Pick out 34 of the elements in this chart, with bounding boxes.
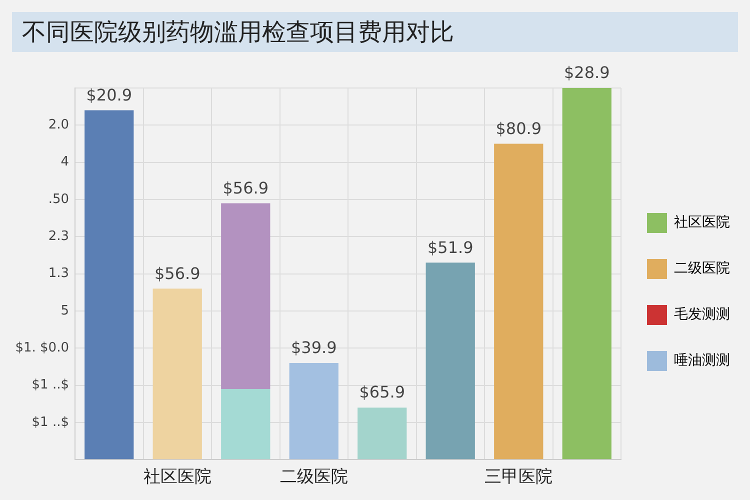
annotation: $39.9 xyxy=(290,338,337,358)
text: 1.3 xyxy=(48,266,69,282)
text: $1 ..$ xyxy=(32,378,69,393)
annotation: $80.9 xyxy=(496,118,542,138)
legend-label: 毛发测测 xyxy=(674,306,730,323)
bar xyxy=(562,88,612,460)
legend-label: 唾油测测 xyxy=(674,352,730,369)
annotation: $56.9 xyxy=(222,178,269,198)
annotation: $28.9 xyxy=(564,63,610,82)
bar xyxy=(358,408,407,460)
bar xyxy=(84,110,134,460)
chart-title: 不同医院级别药物滥用检查项目费用对比 xyxy=(12,12,738,52)
x-tick-label: 社区医院 xyxy=(143,467,212,488)
annotation: $56.9 xyxy=(154,264,200,283)
bar xyxy=(152,288,202,460)
bar xyxy=(494,144,544,460)
annotation: $51.9 xyxy=(427,238,474,257)
text: $1. $0.0 xyxy=(15,340,69,356)
text: 2.0 xyxy=(48,118,69,133)
text: 5 xyxy=(60,303,69,318)
legend-label: 社区医院 xyxy=(674,214,730,231)
bar xyxy=(426,262,475,460)
annotation: $20.9 xyxy=(86,85,132,104)
bar xyxy=(289,362,338,460)
text: 2.3 xyxy=(48,229,69,244)
annotation: $65.9 xyxy=(359,382,406,402)
bar xyxy=(221,388,270,460)
legend-label: 二级医院 xyxy=(674,260,730,277)
text: $1 ..$ xyxy=(32,414,69,430)
x-tick-label: 二级医院 xyxy=(280,467,348,488)
bar xyxy=(221,203,270,389)
text: 4 xyxy=(60,154,69,170)
text: .50 xyxy=(48,192,69,207)
x-tick-label: 三甲医院 xyxy=(484,467,553,488)
